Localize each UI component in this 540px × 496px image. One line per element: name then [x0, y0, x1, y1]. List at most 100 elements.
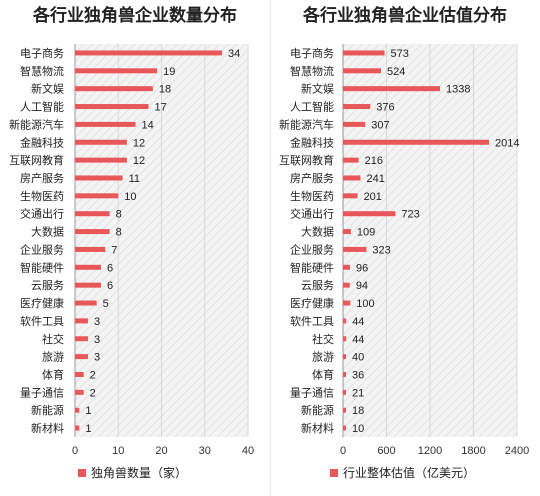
valuation-category-label: 云服务 [301, 279, 334, 292]
valuation-data-label: 21 [352, 387, 364, 399]
count-data-label: 18 [159, 84, 171, 96]
count-chart-panel: 各行业独角兽企业数量分布 0 10 20 30 40 电子商务 34 智慧物流 19 新文娱 18 人工… [9, 0, 271, 496]
valuation-data-label: 573 [391, 48, 409, 60]
valuation-category-label: 新材料 [301, 421, 334, 435]
count-category-label: 生物医药 [20, 189, 64, 203]
valuation-data-label: 376 [376, 102, 394, 114]
count-category-label: 软件工具 [20, 314, 64, 328]
valuation-bar [343, 318, 347, 324]
valuation-data-label: 36 [352, 369, 364, 381]
valuation-data-label: 44 [352, 316, 364, 328]
valuation-bar [343, 336, 347, 342]
count-bar [75, 407, 80, 413]
valuation-bar [343, 407, 346, 413]
valuation-bar [343, 175, 361, 181]
count-data-label: 3 [94, 334, 100, 346]
valuation-chart: 各行业独角兽企业估值分布 0 600 1200 1800 2400 电子商务 573 智慧物流 5… [279, 5, 529, 480]
count-bar [75, 389, 84, 395]
count-bar [75, 175, 123, 181]
count-data-label: 7 [111, 244, 117, 256]
count-data-label: 5 [103, 298, 109, 310]
valuation-legend-swatch [330, 469, 338, 477]
count-category-label: 金融科技 [20, 135, 64, 149]
count-category-label: 交通出行 [20, 207, 64, 221]
valuation-data-label: 323 [372, 244, 390, 256]
valuation-data-label: 44 [352, 334, 364, 346]
count-data-label: 12 [133, 137, 145, 149]
valuation-category-label: 大数据 [301, 225, 334, 239]
valuation-bar [343, 300, 351, 306]
count-bar [75, 50, 223, 56]
valuation-data-label: 723 [401, 209, 419, 221]
valuation-bar [343, 371, 346, 377]
count-bar [75, 318, 88, 324]
valuation-x-tick-label: 1200 [418, 445, 442, 457]
count-x-tick-label: 40 [242, 445, 254, 457]
count-data-label: 2 [90, 387, 96, 399]
count-data-label: 17 [155, 102, 167, 114]
count-category-label: 新能源汽车 [9, 117, 64, 131]
valuation-category-label: 量子通信 [290, 386, 334, 399]
valuation-category-label: 交通出行 [290, 207, 334, 221]
count-category-label: 医疗健康 [20, 296, 64, 310]
valuation-category-label: 房产服务 [290, 171, 334, 185]
count-data-label: 2 [90, 369, 96, 381]
count-bar [75, 211, 110, 217]
valuation-category-label: 体育 [312, 367, 334, 381]
valuation-x-tick-label: 600 [377, 445, 395, 457]
valuation-bar [343, 282, 350, 288]
valuation-data-label: 201 [364, 191, 382, 203]
valuation-category-label: 生物医药 [290, 189, 334, 203]
count-data-label: 6 [107, 262, 113, 274]
count-x-tick-label: 10 [112, 445, 124, 457]
valuation-bar [343, 246, 367, 252]
count-data-label: 10 [124, 191, 136, 203]
valuation-data-label: 524 [387, 66, 405, 78]
count-category-label: 社交 [42, 332, 64, 346]
valuation-category-label: 金融科技 [290, 135, 334, 149]
valuation-category-label: 电子商务 [290, 46, 334, 60]
valuation-data-label: 1338 [446, 84, 470, 96]
valuation-category-label: 新能源 [301, 403, 334, 417]
count-data-label: 8 [116, 227, 122, 239]
valuation-bar [343, 104, 371, 110]
valuation-category-label: 互联网教育 [279, 153, 334, 167]
count-data-label: 14 [142, 119, 154, 131]
count-category-label: 智能硬件 [20, 260, 64, 274]
valuation-bar [343, 354, 346, 360]
count-bar [75, 336, 88, 342]
count-category-label: 人工智能 [20, 100, 64, 114]
valuation-category-label: 医疗健康 [290, 296, 334, 310]
valuation-legend-label: 行业整体估值（亿美元） [343, 465, 475, 480]
count-bar [75, 86, 153, 92]
valuation-data-label: 10 [352, 423, 364, 435]
count-data-label: 12 [133, 155, 145, 167]
count-data-label: 19 [163, 66, 175, 78]
valuation-bar [343, 229, 351, 235]
count-category-label: 新能源 [31, 403, 64, 417]
count-bar [75, 121, 136, 127]
valuation-category-label: 软件工具 [290, 314, 334, 328]
count-category-label: 旅游 [42, 350, 64, 364]
valuation-data-label: 216 [365, 155, 383, 167]
count-bar [75, 157, 127, 163]
valuation-category-label: 新文娱 [301, 82, 334, 96]
valuation-category-label: 旅游 [312, 350, 334, 364]
valuation-data-label: 2014 [495, 137, 519, 149]
count-bar [75, 300, 97, 306]
valuation-bar [343, 264, 350, 270]
valuation-category-label: 社交 [312, 332, 334, 346]
valuation-bar [343, 193, 358, 199]
valuation-category-label: 企业服务 [290, 242, 334, 256]
count-bar [75, 425, 80, 431]
count-category-label: 新材料 [31, 421, 64, 435]
valuation-x-tick-label: 1800 [461, 445, 485, 457]
count-bar [75, 193, 119, 199]
count-category-label: 智慧物流 [20, 64, 64, 78]
valuation-bar [343, 211, 396, 217]
valuation-data-label: 100 [356, 298, 374, 310]
count-category-label: 互联网教育 [9, 153, 64, 167]
valuation-data-label: 96 [356, 262, 368, 274]
valuation-bar [343, 139, 490, 145]
count-x-tick-label: 30 [199, 445, 211, 457]
